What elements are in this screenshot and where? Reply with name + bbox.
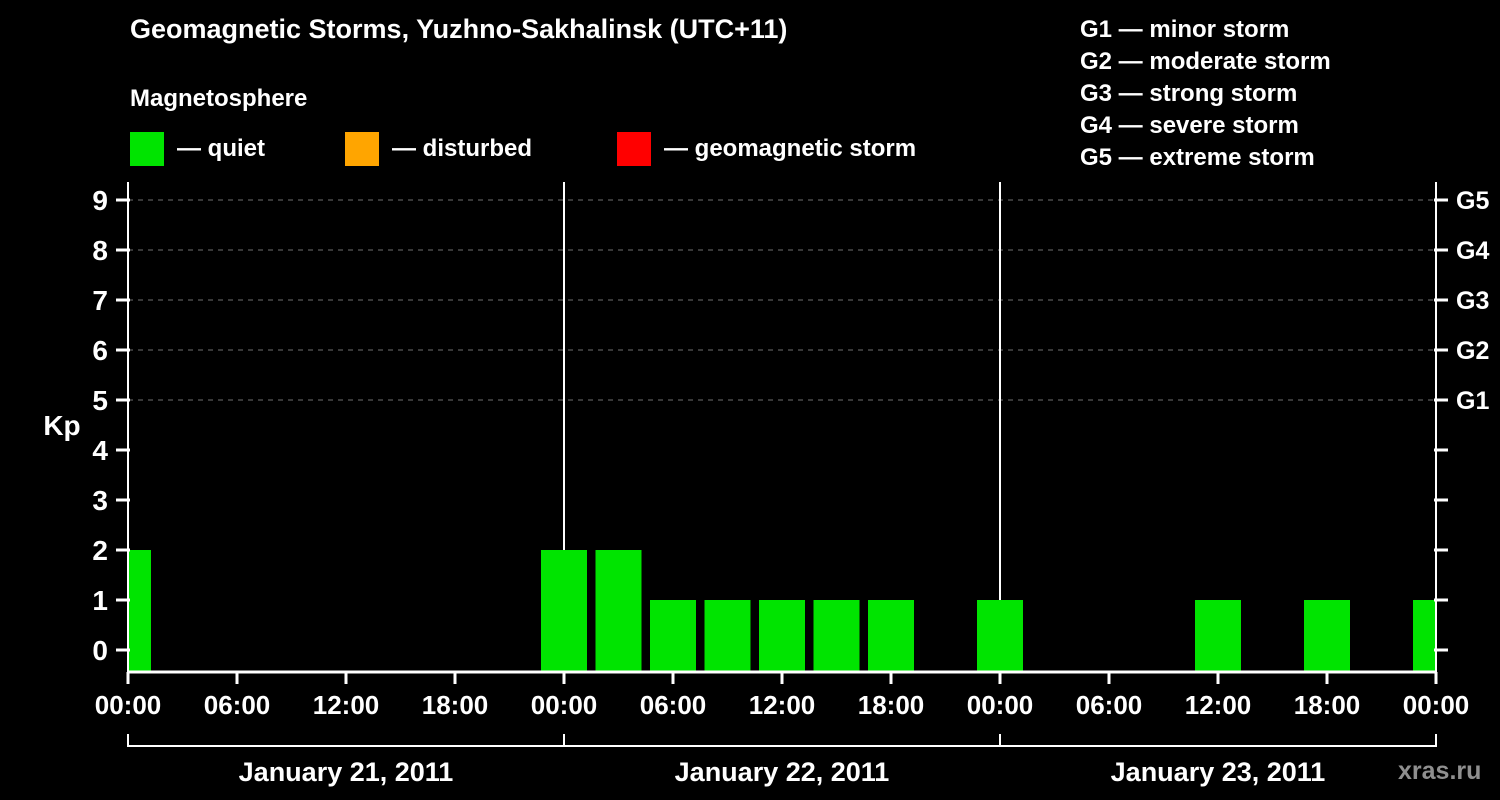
g-level-label-G1: G1 xyxy=(1456,387,1489,415)
x-tick-label-10: 12:00 xyxy=(1185,690,1252,720)
y-tick-label-6: 6 xyxy=(92,335,108,366)
x-tick-label-5: 06:00 xyxy=(640,690,707,720)
y-axis-title: Kp xyxy=(43,410,80,441)
g5-legend-line: G5 — extreme storm xyxy=(1080,144,1315,171)
g-level-label-G5: G5 xyxy=(1456,187,1489,215)
g-level-label-G3: G3 xyxy=(1456,287,1489,315)
kp-bar-h0 xyxy=(129,550,151,672)
x-tick-label-8: 00:00 xyxy=(967,690,1034,720)
chart-title: Geomagnetic Storms, Yuzhno-Sakhalinsk (U… xyxy=(130,14,788,44)
g-level-label-G2: G2 xyxy=(1456,337,1489,365)
y-tick-label-9: 9 xyxy=(92,185,108,216)
kp-bar-h48 xyxy=(977,600,1023,672)
x-tick-label-3: 18:00 xyxy=(422,690,489,720)
disturbed-swatch xyxy=(345,132,379,166)
y-tick-label-4: 4 xyxy=(92,435,108,466)
kp-bar-h27 xyxy=(595,550,642,672)
x-tick-label-1: 06:00 xyxy=(204,690,271,720)
x-tick-label-0: 00:00 xyxy=(95,690,162,720)
magnetosphere-label: Magnetosphere xyxy=(130,85,308,112)
kp-bar-h42 xyxy=(868,600,914,672)
legend-item-disturbed: — disturbed xyxy=(345,131,532,167)
g-level-label-G4: G4 xyxy=(1456,237,1489,265)
date-label-2: January 23, 2011 xyxy=(1111,757,1326,787)
x-tick-label-7: 18:00 xyxy=(858,690,925,720)
y-tick-label-7: 7 xyxy=(92,285,108,316)
y-tick-label-5: 5 xyxy=(92,385,108,416)
kp-bar-h33 xyxy=(704,600,751,672)
x-tick-label-2: 12:00 xyxy=(313,690,380,720)
g2-legend-line: G2 — moderate storm xyxy=(1080,48,1331,75)
date-label-1: January 22, 2011 xyxy=(675,757,890,787)
y-tick-label-1: 1 xyxy=(92,585,108,616)
g-scale-legend: G1 — minor storm G2 — moderate storm G3 … xyxy=(1080,14,1331,174)
x-tick-label-9: 06:00 xyxy=(1076,690,1143,720)
disturbed-label: — disturbed xyxy=(392,135,533,162)
g1-legend-line: G1 — minor storm xyxy=(1080,16,1290,43)
kp-bar-h60 xyxy=(1195,600,1241,672)
x-tick-label-4: 00:00 xyxy=(531,690,598,720)
kp-bar-h72 xyxy=(1413,600,1435,672)
kp-bar-h30 xyxy=(650,600,696,672)
x-tick-label-11: 18:00 xyxy=(1294,690,1361,720)
storm-label: — geomagnetic storm xyxy=(664,135,917,162)
y-tick-label-2: 2 xyxy=(92,535,108,566)
kp-bar-h39 xyxy=(813,600,860,672)
legend-item-storm: — geomagnetic storm xyxy=(617,131,916,167)
y-tick-label-0: 0 xyxy=(92,635,108,666)
g3-legend-line: G3 — strong storm xyxy=(1080,80,1298,107)
legend-item-quiet: — quiet xyxy=(130,131,265,167)
date-label-0: January 21, 2011 xyxy=(239,757,454,787)
x-tick-label-6: 12:00 xyxy=(749,690,816,720)
y-tick-label-3: 3 xyxy=(92,485,108,516)
kp-bar-h36 xyxy=(759,600,805,672)
kp-bar-h66 xyxy=(1304,600,1350,672)
storm-swatch xyxy=(617,132,651,166)
x-tick-label-12: 00:00 xyxy=(1403,690,1470,720)
quiet-swatch xyxy=(130,132,164,166)
kp-bar-h24 xyxy=(541,550,587,672)
xras-watermark: xras.ru xyxy=(1398,757,1482,785)
quiet-label: — quiet xyxy=(177,135,265,162)
g4-legend-line: G4 — severe storm xyxy=(1080,112,1299,139)
y-tick-label-8: 8 xyxy=(92,235,108,266)
